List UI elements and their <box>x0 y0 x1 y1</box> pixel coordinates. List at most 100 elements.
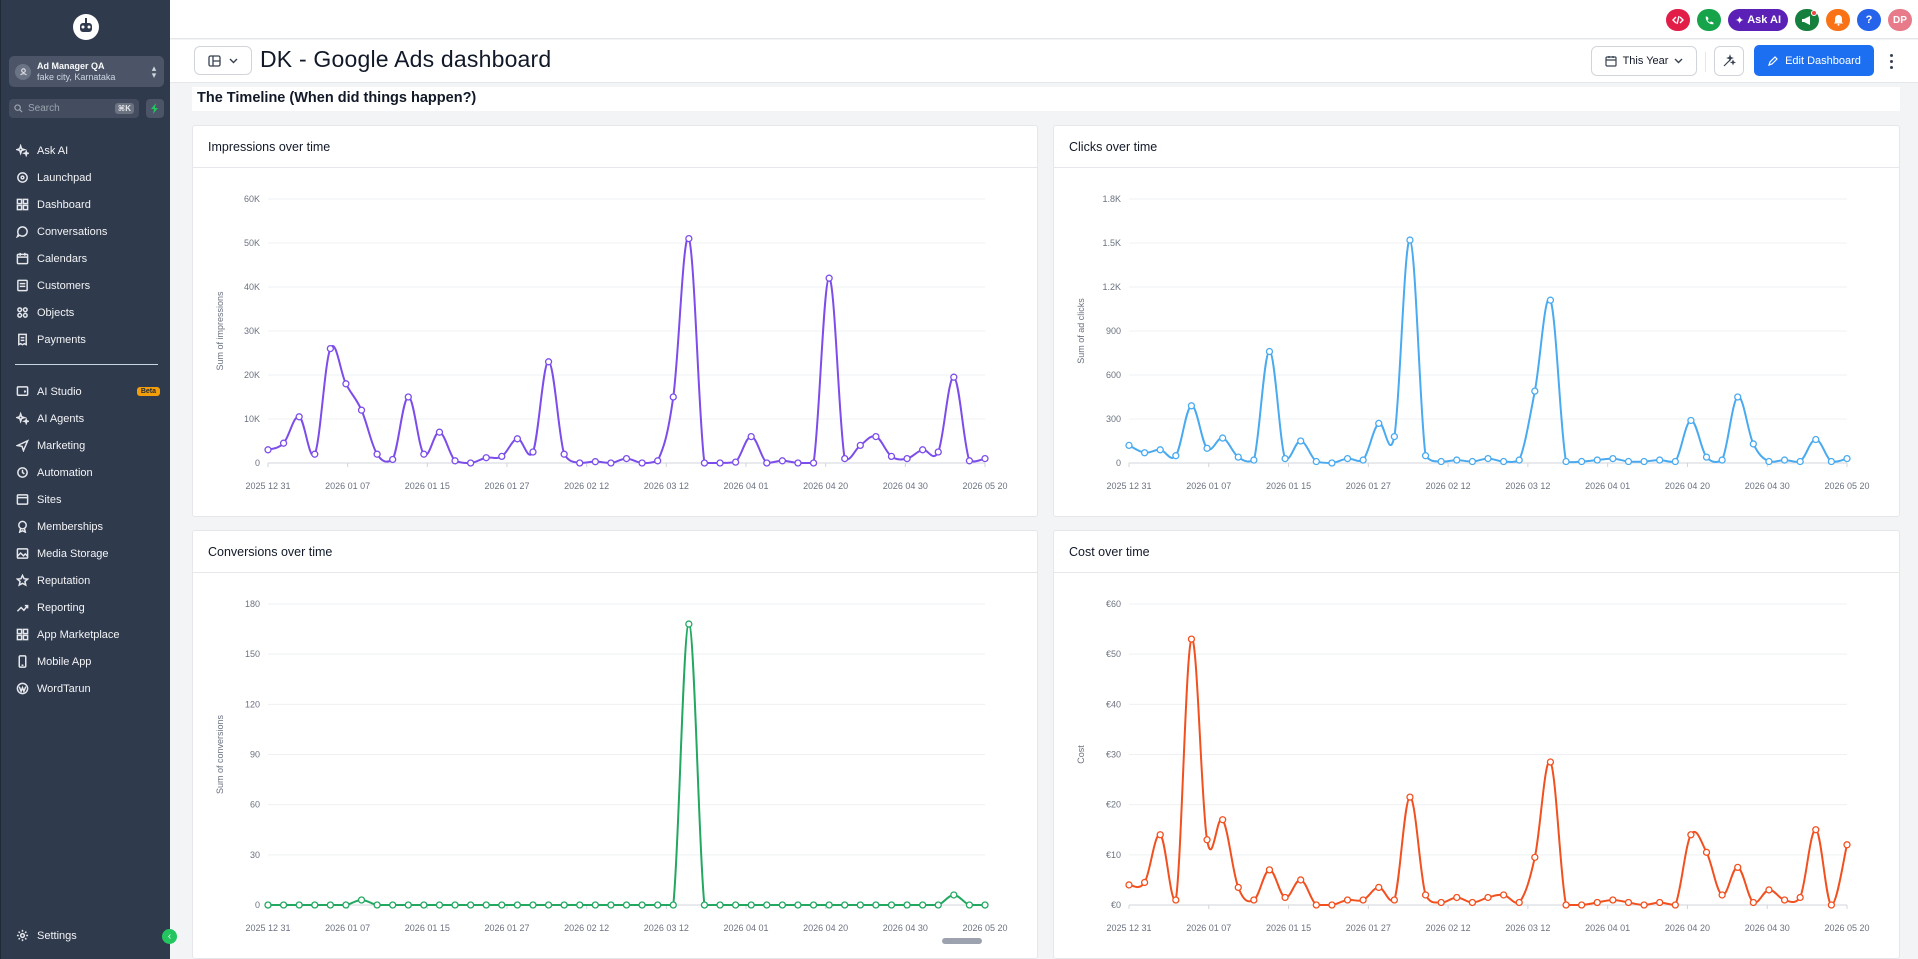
sidebar-item-settings[interactable]: Settings <box>9 922 165 949</box>
sidebar-item-reputation[interactable]: Reputation <box>9 567 165 594</box>
data-point <box>1250 456 1258 464</box>
sidebar-item-conversations[interactable]: Conversations <box>9 218 165 245</box>
sidebar-item-ai-studio[interactable]: AI Studio Beta <box>9 378 165 405</box>
data-point <box>919 901 927 909</box>
sidebar-item-marketing[interactable]: Marketing <box>9 432 165 459</box>
data-point <box>435 901 444 909</box>
data-point <box>264 446 272 454</box>
ask-ai-button[interactable]: ✦ Ask AI <box>1728 9 1788 31</box>
data-point <box>1562 457 1570 466</box>
sidebar-item-label: Marketing <box>37 439 86 452</box>
y-tick-label: 20K <box>244 370 260 380</box>
sidebar-item-ai-agents[interactable]: AI Agents <box>9 405 165 432</box>
data-point <box>1437 898 1445 907</box>
data-point <box>1359 456 1367 464</box>
data-point <box>887 901 896 909</box>
sidebar-item-customers[interactable]: Customers <box>9 272 165 299</box>
code-icon <box>1672 15 1684 25</box>
sparkle-icon: ✦ <box>1734 14 1745 27</box>
data-point <box>1827 901 1836 909</box>
more-options-button[interactable] <box>1886 48 1896 74</box>
sidebar-search-input[interactable]: Search ⌘K <box>9 99 139 118</box>
user-avatar[interactable]: DP <box>1888 9 1912 31</box>
data-point <box>1140 878 1149 887</box>
data-point <box>778 457 787 465</box>
data-point <box>654 457 662 465</box>
search-shortcut: ⌘K <box>114 103 134 114</box>
data-point <box>919 446 927 454</box>
account-switcher[interactable]: Ad Manager QA fake city, Karnataka ▴ ▾ <box>9 56 164 87</box>
sidebar-item-wordtarun[interactable]: WordTarun <box>9 675 165 702</box>
ai-generate-button[interactable] <box>1714 46 1744 76</box>
data-point <box>560 450 568 458</box>
y-axis-label: Cost <box>1076 745 1086 764</box>
phone-call-icon <box>1705 15 1714 24</box>
impressions-card: Impressions over time 0 10K 20K 30K 40K 50K 60… <box>192 125 1038 517</box>
y-tick-label: €30 <box>1106 750 1121 760</box>
data-point <box>1312 901 1320 909</box>
data-point <box>279 439 288 447</box>
sidebar-item-memberships[interactable]: Memberships <box>9 513 165 540</box>
notifications-button[interactable] <box>1826 9 1850 31</box>
y-axis-label: Sum of ad clicks <box>1076 298 1086 364</box>
edit-dashboard-button[interactable]: Edit Dashboard <box>1754 45 1874 76</box>
data-point <box>1265 866 1274 874</box>
dashboard-header: DK - Google Ads dashboard This Year Edit… <box>170 40 1918 83</box>
x-tick-label: 2026 01 27 <box>484 923 529 933</box>
horizontal-scrollbar[interactable] <box>942 938 982 944</box>
data-point <box>451 901 459 909</box>
y-tick-label: €20 <box>1106 800 1121 810</box>
layout-icon <box>208 54 221 67</box>
data-point <box>1234 453 1242 461</box>
data-point <box>1546 758 1555 766</box>
chevron-down-icon <box>1674 58 1683 64</box>
location-icon <box>15 63 31 80</box>
sidebar-item-app-marketplace[interactable]: App Marketplace <box>9 621 165 648</box>
date-range-select[interactable]: This Year <box>1591 46 1697 76</box>
sidebar-item-calendars[interactable]: Calendars <box>9 245 165 272</box>
x-tick-label: 2026 05 20 <box>962 923 1007 933</box>
data-point <box>420 901 428 909</box>
company-logo[interactable] <box>71 12 101 42</box>
data-point <box>1609 896 1617 904</box>
sidebar-item-reporting[interactable]: Reporting <box>9 594 165 621</box>
award-icon <box>15 520 29 534</box>
data-point <box>1328 901 1336 909</box>
code-button[interactable] <box>1666 9 1690 31</box>
x-tick-label: 2026 03 12 <box>1505 481 1550 491</box>
dashboard-switcher[interactable] <box>194 46 252 75</box>
search-icon <box>14 104 23 113</box>
x-tick-label: 2026 04 30 <box>883 923 928 933</box>
sidebar-item-label: WordTarun <box>37 682 91 695</box>
card-title: Impressions over time <box>193 126 1037 168</box>
collapse-sidebar-button[interactable]: ‹ <box>162 929 177 944</box>
x-tick-label: 2026 02 12 <box>1426 481 1471 491</box>
data-point <box>638 901 646 909</box>
data-point <box>716 459 724 467</box>
phone-button[interactable] <box>1697 9 1721 31</box>
data-point <box>389 455 397 464</box>
sidebar-item-sites[interactable]: Sites <box>9 486 165 513</box>
sidebar-item-launchpad[interactable]: Launchpad <box>9 164 165 191</box>
sidebar-item-media-storage[interactable]: Media Storage <box>9 540 165 567</box>
sidebar-item-dashboard[interactable]: Dashboard <box>9 191 165 218</box>
x-tick-label: 2026 02 12 <box>1426 923 1471 933</box>
quick-action-button[interactable] <box>146 99 164 118</box>
data-point <box>638 459 646 467</box>
sidebar-item-mobile-app[interactable]: Mobile App <box>9 648 165 675</box>
y-tick-label: 90 <box>250 750 260 760</box>
y-tick-label: 0 <box>255 458 260 468</box>
sidebar-item-objects[interactable]: Objects <box>9 299 165 326</box>
data-point <box>934 448 942 456</box>
announcements-button[interactable] <box>1795 9 1819 31</box>
help-button[interactable]: ? <box>1857 9 1881 31</box>
data-point <box>1390 896 1398 904</box>
date-range-value: This Year <box>1622 55 1669 67</box>
sidebar-item-payments[interactable]: Payments <box>9 326 165 353</box>
sidebar-item-ask-ai[interactable]: Ask AI <box>9 137 165 164</box>
y-tick-label: €10 <box>1106 850 1121 860</box>
x-tick-label: 2026 05 20 <box>962 481 1007 491</box>
data-point <box>1328 459 1336 467</box>
sidebar-item-automation[interactable]: Automation <box>9 459 165 486</box>
